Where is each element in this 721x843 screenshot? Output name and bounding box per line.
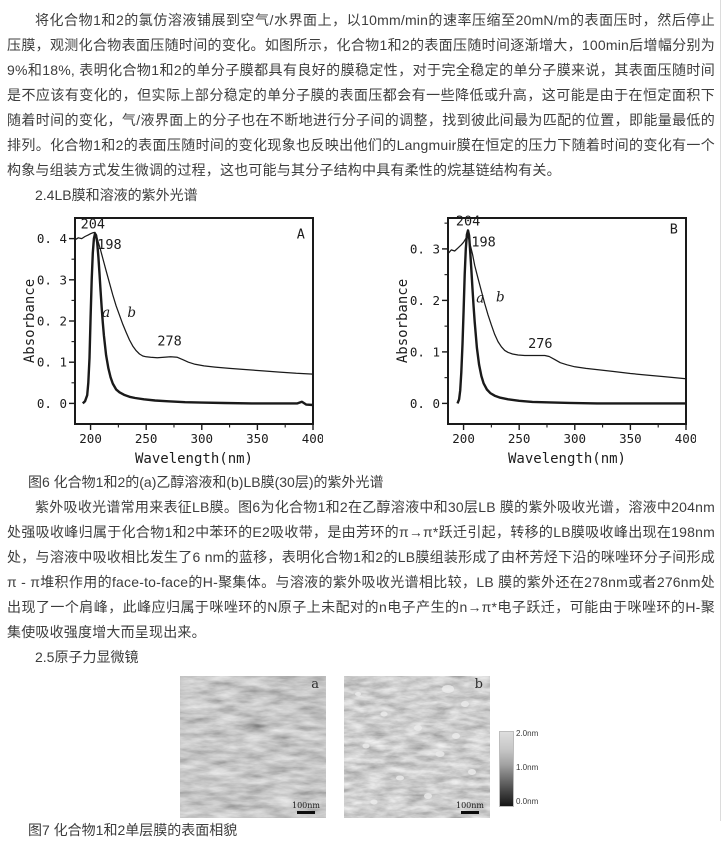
scalebar-text: 100nm (455, 801, 484, 810)
paper-page: 将化合物1和2的氯仿溶液铺展到空气/水界面上，以10mm/min的速率压缩至20… (7, 0, 721, 838)
svg-text:b: b (496, 289, 505, 305)
colorbar-label-top: 2.0nm (516, 729, 539, 738)
svg-text:Wavelength(nm): Wavelength(nm) (508, 451, 626, 467)
svg-text:400: 400 (675, 431, 696, 446)
svg-text:300: 300 (563, 431, 586, 446)
uv-spectrum-chart-a: 200 250 300 350 400 0. 0 0. 1 0. 2 0. 3 0. 4 204 19… (23, 208, 323, 470)
afm-image-b-label: b (474, 677, 483, 692)
svg-text:A: A (297, 227, 305, 243)
svg-text:B: B (670, 221, 678, 237)
section-heading-2-4: 2.4LB膜和溶液的紫外光谱 (35, 187, 198, 203)
afm-height-colorbar: 2.0nm 1.0nm 0.0nm (499, 729, 541, 811)
section-heading-2-5: 2.5原子力显微镜 (35, 649, 139, 665)
svg-text:400: 400 (302, 431, 323, 446)
afm-image-b: b 100nm (344, 676, 490, 818)
svg-text:0. 1: 0. 1 (37, 355, 67, 370)
svg-text:200: 200 (452, 431, 475, 446)
svg-text:350: 350 (246, 431, 269, 446)
svg-text:0. 0: 0. 0 (410, 396, 440, 411)
colorbar-label-middle: 1.0nm (516, 763, 539, 772)
svg-text:278: 278 (157, 334, 181, 350)
svg-text:0. 2: 0. 2 (410, 293, 440, 308)
scalebar-line (296, 811, 315, 814)
svg-text:a: a (102, 305, 110, 321)
paragraph-uv-analysis: 紫外吸收光谱常用来表征LB膜。图6为化合物1和2在乙醇溶液中和30层LB 膜的紫… (7, 499, 715, 640)
svg-text:198: 198 (97, 237, 121, 253)
svg-text:0. 0: 0. 0 (37, 396, 67, 411)
svg-text:204: 204 (81, 216, 105, 232)
svg-text:350: 350 (619, 431, 642, 446)
colorbar-gradient (499, 731, 514, 807)
paragraph-film-stability: 将化合物1和2的氯仿溶液铺展到空气/水界面上，以10mm/min的速率压缩至20… (7, 12, 715, 178)
scalebar-line (460, 811, 479, 814)
svg-text:200: 200 (79, 431, 102, 446)
svg-text:250: 250 (508, 431, 531, 446)
figure7-caption: 图7 化合物1和2单层膜的表面相貌 (28, 822, 238, 838)
figure6-caption: 图6 化合物1和2的(a)乙醇溶液和(b)LB膜(30层)的紫外光谱 (28, 474, 384, 490)
afm-image-b-scalebar: 100nm (456, 801, 484, 814)
scalebar-text: 100nm (291, 801, 320, 810)
uv-spectrum-chart-b: 200 250 300 350 400 0. 0 0. 1 0. 2 0. 3 204 198 276… (396, 208, 696, 470)
svg-text:198: 198 (471, 234, 495, 250)
svg-text:204: 204 (456, 214, 480, 230)
svg-text:0. 4: 0. 4 (37, 231, 67, 246)
afm-image-a-label: a (311, 677, 319, 692)
svg-text:300: 300 (190, 431, 213, 446)
afm-image-a-scalebar: 100nm (292, 801, 320, 814)
svg-text:0. 2: 0. 2 (37, 314, 67, 329)
figure7-afm-images: a 100nm (180, 676, 715, 818)
figure6-uv-spectra: 200 250 300 350 400 0. 0 0. 1 0. 2 0. 3 0. 4 204 19… (7, 208, 715, 470)
svg-text:276: 276 (528, 336, 552, 352)
svg-text:0. 3: 0. 3 (37, 272, 67, 287)
svg-text:Absorbance: Absorbance (23, 279, 38, 363)
afm-micrograph-b (344, 676, 490, 818)
svg-text:b: b (127, 305, 136, 321)
colorbar-label-bottom: 0.0nm (516, 797, 539, 806)
svg-text:a: a (476, 290, 484, 306)
afm-image-a: a 100nm (180, 676, 326, 818)
svg-text:250: 250 (135, 431, 158, 446)
svg-text:Absorbance: Absorbance (396, 279, 411, 363)
svg-text:0. 1: 0. 1 (410, 344, 440, 359)
svg-text:0. 3: 0. 3 (410, 241, 440, 256)
svg-text:Wavelength(nm): Wavelength(nm) (135, 451, 253, 467)
afm-micrograph-a (180, 676, 326, 818)
